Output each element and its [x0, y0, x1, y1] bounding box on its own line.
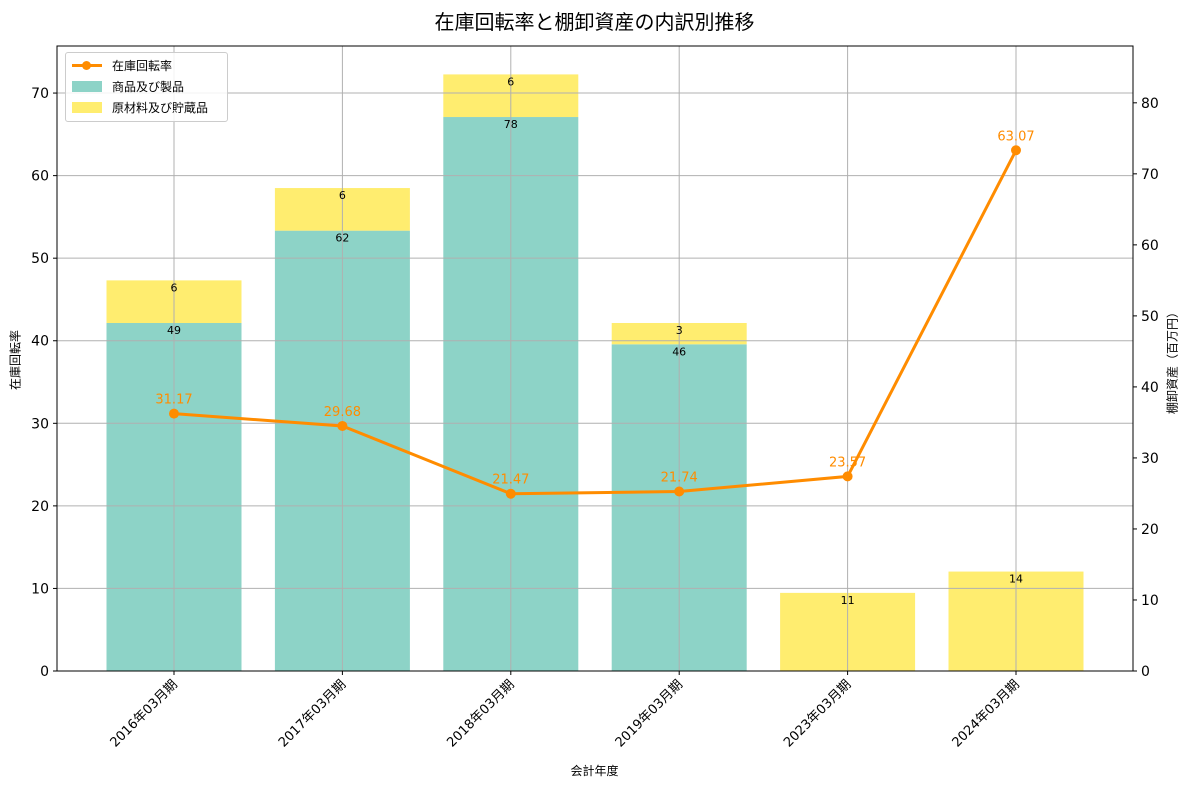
bar-value-label: 49 [167, 324, 181, 337]
bar-value-label: 3 [676, 324, 683, 337]
y-tick-right: 50 [1141, 309, 1159, 325]
bar-value-label: 6 [507, 75, 514, 88]
legend-label: 原材料及び貯蔵品 [112, 100, 209, 115]
x-tick-label: 2023年03月期 [781, 677, 854, 750]
legend-item-turnover: 在庫回転率 [72, 56, 172, 74]
turnover-point [169, 408, 179, 419]
turnover-value-label: 23.57 [829, 455, 866, 470]
color-swatch-icon [72, 101, 102, 113]
turnover-point [337, 420, 348, 431]
bar-value-label: 78 [504, 118, 518, 131]
legend-item-products: 商品及び製品 [72, 77, 184, 95]
bar-value-label: 46 [672, 345, 686, 358]
turnover-value-label: 29.68 [324, 405, 361, 420]
y-tick-right: 30 [1141, 451, 1159, 467]
turnover-value-label: 21.47 [492, 473, 529, 488]
bar-value-label: 6 [339, 189, 346, 202]
x-tick-label: 2017年03月期 [276, 677, 349, 750]
color-swatch-icon [72, 80, 102, 92]
y-tick-left: 0 [40, 664, 49, 680]
turnover-point [674, 486, 685, 497]
turnover-point [1011, 145, 1021, 156]
bar-value-label: 6 [171, 281, 178, 294]
y-tick-right: 40 [1141, 380, 1159, 396]
turnover-value-label: 63.07 [997, 129, 1034, 144]
turnover-value-label: 31.17 [155, 393, 192, 408]
bars [106, 74, 1084, 672]
legend-item-materials: 原材料及び貯蔵品 [72, 98, 208, 116]
bar-value-label: 14 [1009, 573, 1023, 586]
legend-label: 在庫回転率 [112, 58, 173, 73]
y-tick-right: 70 [1141, 167, 1159, 183]
y-tick-right: 10 [1141, 593, 1159, 609]
y-tick-left: 70 [31, 86, 49, 102]
y-tick-left: 30 [31, 416, 49, 432]
chart-title: 在庫回転率と棚卸資産の内訳別推移 [434, 10, 755, 34]
y-axis-right-label: 棚卸資産（百万円） [1165, 305, 1180, 415]
y-tick-right: 0 [1141, 664, 1150, 680]
legend-label: 商品及び製品 [112, 79, 185, 94]
grid [57, 46, 1133, 671]
y-tick-left: 60 [31, 169, 49, 185]
y-tick-right: 60 [1141, 238, 1159, 254]
y-tick-left: 50 [31, 251, 49, 267]
x-tick-label: 2019年03月期 [613, 677, 686, 750]
y-tick-left: 10 [31, 581, 49, 597]
x-axis-label: 会計年度 [570, 764, 619, 778]
y-tick-right: 80 [1141, 96, 1159, 112]
y-tick-right: 20 [1141, 522, 1159, 538]
axes-frame [56, 45, 1134, 672]
turnover-point [842, 471, 853, 482]
turnover-value-label: 21.74 [661, 471, 698, 486]
turnover-line [173, 149, 1018, 496]
legend: 在庫回転率 商品及び製品 原材料及び貯蔵品 [65, 52, 228, 122]
x-tick-label: 2018年03月期 [444, 677, 517, 750]
y-axis-left-label: 在庫回転率 [8, 329, 23, 391]
bar-value-label: 62 [335, 232, 349, 245]
bar-value-label: 11 [841, 594, 855, 607]
x-tick-label: 2016年03月期 [108, 677, 181, 750]
x-tick-label: 2024年03月期 [950, 677, 1023, 750]
y-tick-left: 20 [31, 499, 49, 515]
y-tick-left: 40 [31, 334, 49, 350]
line-marker-icon [72, 59, 102, 71]
turnover-point [505, 488, 516, 499]
